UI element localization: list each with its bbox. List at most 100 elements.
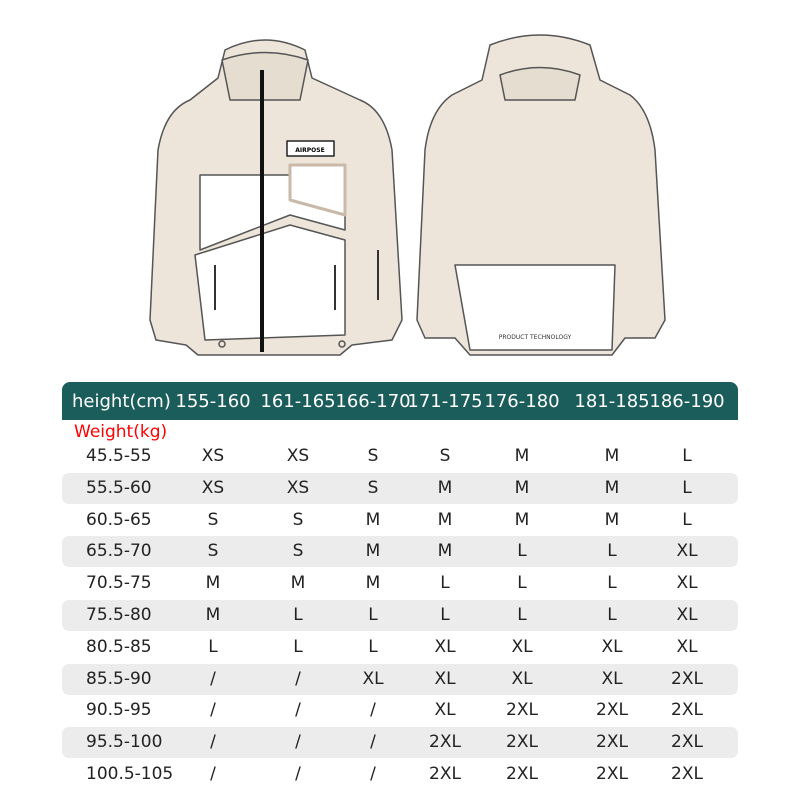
size-cell: M [514,477,530,498]
size-cell: M [365,541,381,562]
column-header: 176-180 [484,391,560,412]
table-row: 70.5-75 M M M L L L XL [62,568,738,599]
size-cell: L [682,477,692,498]
size-cell: / [370,700,376,721]
jacket-back [416,34,666,356]
size-cell: / [370,732,376,753]
size-cell: / [370,764,376,784]
size-cell: M [205,605,221,625]
size-cell: L [293,636,303,657]
size-cell: L [607,573,617,594]
size-cell: L [440,573,450,594]
front-badge-text: AIRPOSE [295,147,324,154]
size-cell: XL [676,636,698,657]
size-cell: M [604,477,620,498]
table-row: 95.5-100 / / / 2XL 2XL 2XL 2XL [62,727,738,759]
size-cell: XL [434,668,456,689]
column-header: 166-170 [335,391,411,412]
table-row: 60.5-65 S S M M M M L [62,505,738,536]
size-cell: XL [511,636,533,657]
size-cell: 2XL [596,764,628,784]
height-header: height(cm) [72,391,171,412]
column-header: 171-175 [407,391,483,412]
weight-cell: 95.5-100 [86,732,163,753]
size-cell: L [607,541,617,562]
weight-cell: 55.5-60 [86,477,152,498]
size-cell: 2XL [671,732,703,753]
size-cell: M [437,477,453,498]
size-cell: / [210,700,216,721]
table-row: 45.5-55 XS XS S S M M L [62,441,738,472]
size-cell: / [210,764,216,784]
size-cell: 2XL [671,700,703,721]
size-cell: M [205,573,221,594]
size-cell: M [365,573,381,594]
size-cell: M [514,446,530,466]
size-cell: S [367,477,379,498]
size-cell: L [682,446,692,466]
weight-cell: 85.5-90 [86,668,152,689]
size-cell: L [517,541,527,562]
table-row: 85.5-90 / / XL XL XL XL 2XL [62,663,738,695]
size-cell: L [607,605,617,625]
size-cell: 2XL [671,764,703,784]
size-cell: XL [434,636,456,657]
table-row: 80.5-85 L L L XL XL XL XL [62,632,738,663]
size-cell: M [437,541,453,562]
column-header: 161-165 [260,391,336,412]
size-cell: 2XL [506,764,538,784]
size-table-header: height(cm) 155-160 161-165 166-170 171-1… [62,382,738,420]
weight-cell: 70.5-75 [86,573,152,594]
size-cell: S [292,509,304,530]
column-header: 181-185 [574,391,650,412]
back-label-text: PRODUCT TECHNOLOGY [499,334,572,341]
size-cell: S [292,541,304,562]
size-cell: L [208,636,218,657]
jacket-front [149,39,403,356]
size-cell: 2XL [429,732,461,753]
size-cell: 2XL [596,732,628,753]
size-cell: XL [601,668,623,689]
size-cell: M [437,509,453,530]
size-cell: M [604,446,620,466]
size-cell: / [295,700,301,721]
size-cell: XS [201,446,225,466]
size-cell: / [210,668,216,689]
size-cell: XL [676,573,698,594]
table-row: 65.5-70 S S M M L L XL [62,536,738,568]
weight-cell: 90.5-95 [86,700,152,721]
weight-cell: 75.5-80 [86,605,152,625]
size-cell: XL [601,636,623,657]
table-row: 75.5-80 M L L L L L XL [62,600,738,631]
jacket-illustration: AIRPOSE PRODUCT TECHNOLOGY [149,34,666,356]
size-cell: L [517,605,527,625]
size-cell: M [365,509,381,530]
size-cell: 2XL [506,732,538,753]
size-cell: XS [286,446,310,466]
weight-cell: 100.5-105 [86,764,174,784]
size-cell: XL [676,605,698,625]
size-cell: L [293,605,303,625]
size-cell: / [295,732,301,753]
size-cell: XS [201,477,225,498]
size-cell: S [367,446,379,466]
weight-header: Weight(kg) [74,422,168,442]
size-cell: XL [511,668,533,689]
table-row: 100.5-105 / / / 2XL 2XL 2XL 2XL [62,759,738,790]
size-cell: L [440,605,450,625]
table-row: 90.5-95 / / / XL 2XL 2XL 2XL [62,695,738,726]
size-cell: M [290,573,306,594]
weight-cell: 80.5-85 [86,636,152,657]
size-cell: 2XL [429,764,461,784]
size-cell: / [210,732,216,753]
size-cell: 2XL [671,668,703,689]
size-cell: L [517,573,527,594]
weight-cell: 45.5-55 [86,446,152,466]
size-cell: S [439,446,451,466]
size-cell: M [604,509,620,530]
table-row: 55.5-60 XS XS S M M M L [62,472,738,504]
size-cell: 2XL [506,700,538,721]
size-cell: L [682,509,692,530]
size-cell: L [368,636,378,657]
size-cell: XL [676,541,698,562]
